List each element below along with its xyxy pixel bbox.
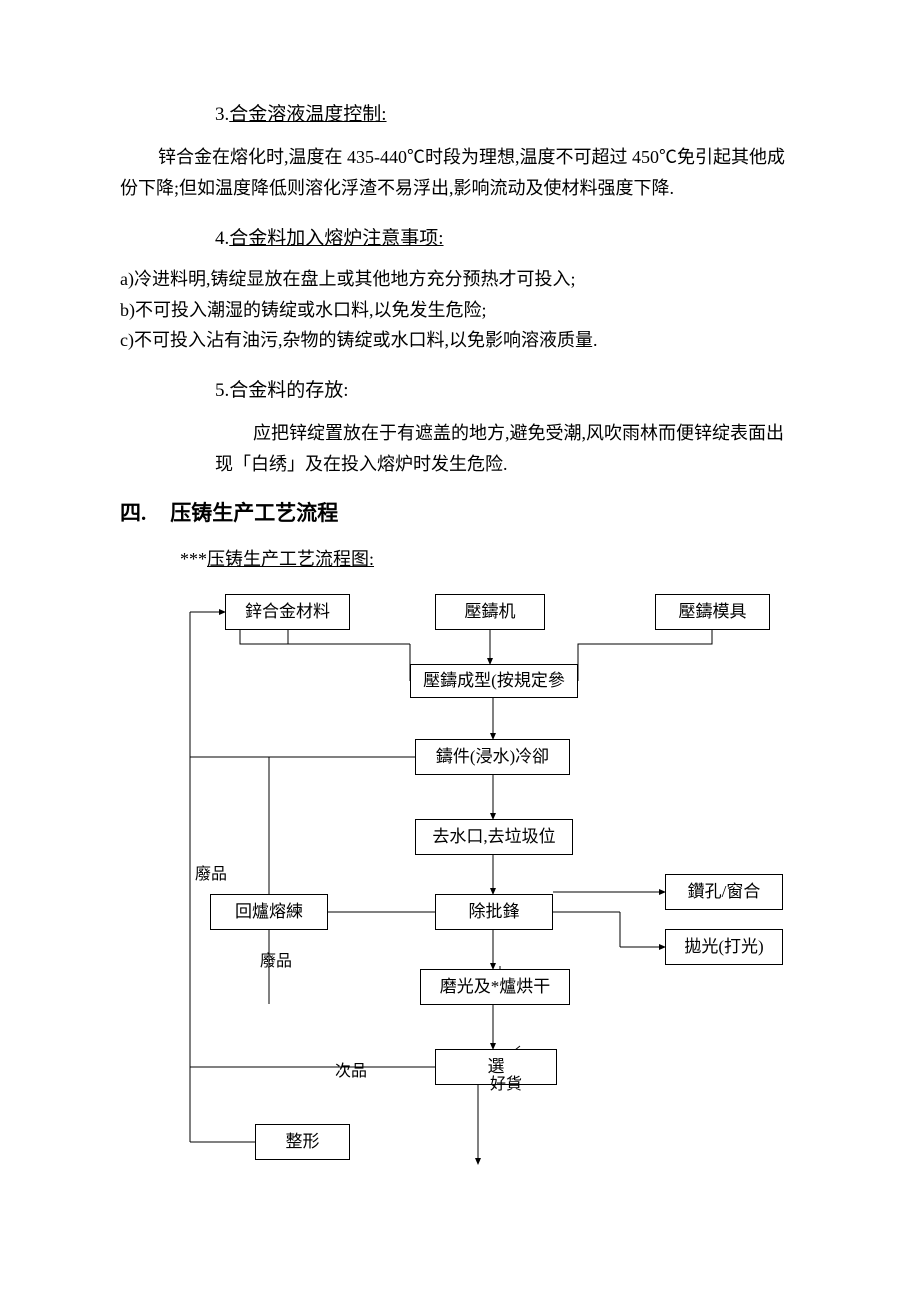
flow-node-deburr: 除批鋒: [435, 894, 553, 930]
section-4-num: 4.: [215, 224, 229, 254]
flow-node-material: 鋅合金材料: [225, 594, 350, 630]
flow-node-machine: 壓鑄机: [435, 594, 545, 630]
section-4-heading: 4.合金料加入熔炉注意事项:: [120, 224, 800, 254]
flow-node-reshape: 整形: [255, 1124, 350, 1160]
heading-4-num: 四.: [120, 497, 146, 531]
flow-node-mold: 壓鑄模具: [655, 594, 770, 630]
section-3-heading: 3.合金溶液温度控制:: [120, 100, 800, 130]
flow-label-scrap-1: 廢品: [195, 862, 227, 888]
flow-node-remelt: 回爐熔練: [210, 894, 328, 930]
flow-node-drill: 鑽孔/窗合: [665, 874, 783, 910]
section-3-paragraph: 锌合金在熔化时,温度在 435-440℃时段为理想,温度不可超过 450℃免引起…: [120, 142, 800, 203]
sublink-prefix: ***: [180, 549, 207, 569]
flow-node-forming: 壓鑄成型(按規定參: [410, 664, 578, 698]
heading-4-title: 压铸生产工艺流程: [170, 501, 338, 525]
flowchart-caption: ***压铸生产工艺流程图:: [180, 545, 800, 574]
flow-node-cooling: 鑄件(浸水)冷卻: [415, 739, 570, 775]
section-5-heading: 5.合金料的存放:: [120, 376, 800, 406]
flow-node-buff: 拋光(打光): [665, 929, 783, 965]
section-3-title: 合金溶液温度控制:: [229, 104, 386, 125]
flow-label-good: 好貨: [490, 1072, 522, 1098]
flowchart: 鋅合金材料 壓鑄机 壓鑄模具 壓鑄成型(按規定參 鑄件(浸水)冷卻 去水口,去垃…: [120, 594, 800, 1194]
section-3-num: 3.: [215, 100, 229, 130]
flow-label-defect: 次品: [335, 1059, 367, 1085]
section-5-title: 合金料的存放:: [229, 380, 348, 401]
flow-node-polish-dry: 磨光及*爐烘干: [420, 969, 570, 1005]
section-5-paragraph: 应把锌绽置放在于有遮盖的地方,避免受潮,风吹雨林而便锌绽表面出现「白绣」及在投入…: [215, 418, 800, 479]
flow-label-scrap-2: 廢品: [260, 949, 292, 975]
list4-a: a)冷进料明,铸绽显放在盘上或其他地方充分预热才可投入;: [120, 264, 800, 295]
section-5-num: 5.: [215, 376, 229, 406]
section-4-title: 合金料加入熔炉注意事项:: [229, 228, 443, 249]
sublink-text: 压铸生产工艺流程图:: [207, 549, 374, 569]
flow-node-trim: 去水口,去垃圾位: [415, 819, 573, 855]
list4-c: c)不可投入沾有油污,杂物的铸绽或水口料,以免影响溶液质量.: [120, 325, 800, 356]
list4-b: b)不可投入潮湿的铸绽或水口料,以免发生危险;: [120, 295, 800, 326]
heading-4: 四. 压铸生产工艺流程: [120, 497, 800, 531]
